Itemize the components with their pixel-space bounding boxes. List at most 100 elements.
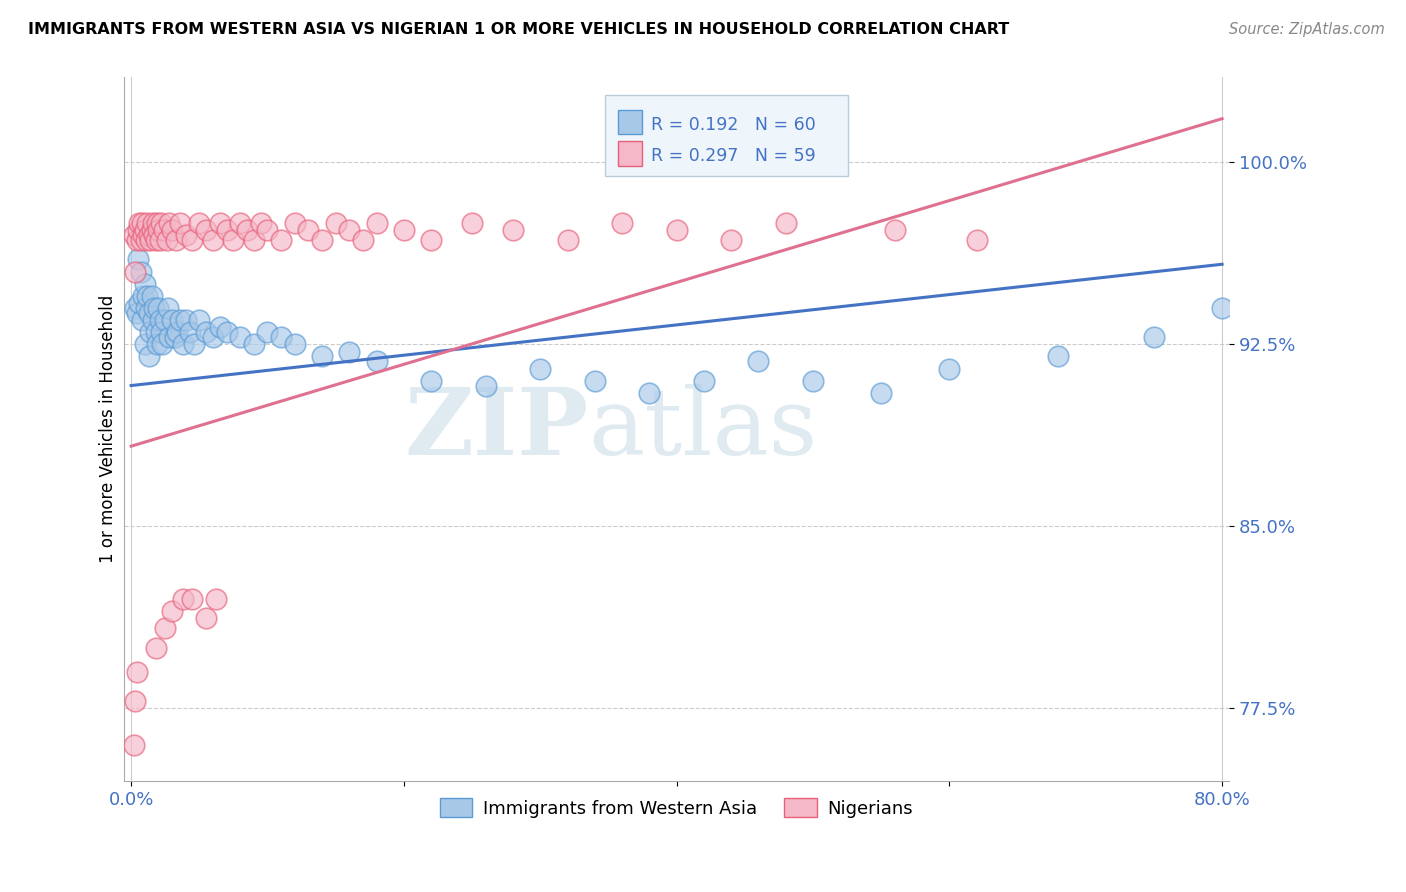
Point [136, 289, 159, 303]
Point [156, 301, 179, 315]
Point [122, 738, 145, 752]
Point [160, 604, 183, 618]
Point [208, 216, 231, 230]
Point [145, 640, 167, 655]
Point [720, 233, 742, 247]
Point [204, 592, 226, 607]
Point [311, 350, 333, 364]
Point [337, 344, 360, 359]
Point [125, 306, 148, 320]
FancyBboxPatch shape [605, 95, 848, 176]
Point [157, 216, 180, 230]
Point [148, 301, 170, 315]
Point [124, 264, 146, 278]
Point [155, 621, 177, 635]
Point [208, 320, 231, 334]
Point [138, 350, 160, 364]
Point [172, 592, 194, 607]
Point [122, 228, 145, 243]
Point [201, 330, 224, 344]
Bar [619, 110, 643, 135]
Point [169, 313, 191, 327]
Point [229, 330, 252, 344]
Point [155, 233, 177, 247]
Legend: Immigrants from Western Asia, Nigerians: Immigrants from Western Asia, Nigerians [433, 791, 921, 825]
Point [966, 233, 988, 247]
Point [155, 313, 177, 327]
Point [222, 233, 245, 247]
Point [160, 313, 183, 327]
Point [149, 233, 172, 247]
Point [174, 313, 197, 327]
Bar [619, 141, 643, 166]
Point [172, 337, 194, 351]
Point [127, 252, 149, 267]
Point [195, 223, 218, 237]
Point [129, 233, 152, 247]
Point [325, 216, 347, 230]
Y-axis label: 1 or more Vehicles in Household: 1 or more Vehicles in Household [100, 295, 117, 564]
Point [134, 223, 156, 237]
Point [124, 694, 146, 708]
Point [195, 325, 218, 339]
Point [183, 337, 205, 351]
Point [127, 223, 149, 237]
Point [131, 313, 153, 327]
Point [165, 233, 187, 247]
Point [138, 306, 160, 320]
Point [249, 216, 271, 230]
Point [138, 228, 160, 243]
Point [1143, 330, 1166, 344]
Point [136, 216, 159, 230]
Point [1047, 350, 1070, 364]
Point [366, 216, 388, 230]
Text: R = 0.192   N = 60: R = 0.192 N = 60 [651, 116, 815, 134]
Point [179, 325, 201, 339]
Point [870, 385, 893, 400]
Point [141, 223, 163, 237]
Point [149, 313, 172, 327]
Point [392, 223, 415, 237]
Point [132, 228, 155, 243]
Point [420, 233, 443, 247]
Point [139, 325, 162, 339]
Point [461, 216, 484, 230]
Point [134, 277, 156, 291]
Point [801, 374, 824, 388]
Point [152, 337, 174, 351]
Point [141, 289, 163, 303]
Point [125, 233, 148, 247]
Point [638, 385, 661, 400]
Point [174, 228, 197, 243]
Point [142, 216, 165, 230]
Point [502, 223, 524, 237]
Point [148, 223, 170, 237]
Text: IMMIGRANTS FROM WESTERN ASIA VS NIGERIAN 1 OR MORE VEHICLES IN HOUSEHOLD CORRELA: IMMIGRANTS FROM WESTERN ASIA VS NIGERIAN… [28, 22, 1010, 37]
Point [420, 374, 443, 388]
Point [256, 325, 278, 339]
Point [270, 330, 292, 344]
Point [125, 665, 148, 679]
Point [311, 233, 333, 247]
Point [270, 233, 292, 247]
Text: Source: ZipAtlas.com: Source: ZipAtlas.com [1229, 22, 1385, 37]
Point [150, 325, 173, 339]
Point [132, 289, 155, 303]
Point [243, 337, 266, 351]
Point [129, 264, 152, 278]
Point [134, 337, 156, 351]
Point [143, 228, 166, 243]
Point [153, 223, 176, 237]
Point [201, 233, 224, 247]
Point [188, 313, 211, 327]
Point [124, 301, 146, 315]
Point [181, 233, 204, 247]
Point [142, 313, 165, 327]
Point [366, 354, 388, 368]
Point [284, 216, 307, 230]
Point [128, 216, 150, 230]
Text: atlas: atlas [588, 384, 817, 475]
Point [215, 223, 238, 237]
Point [150, 216, 173, 230]
Point [474, 378, 496, 392]
